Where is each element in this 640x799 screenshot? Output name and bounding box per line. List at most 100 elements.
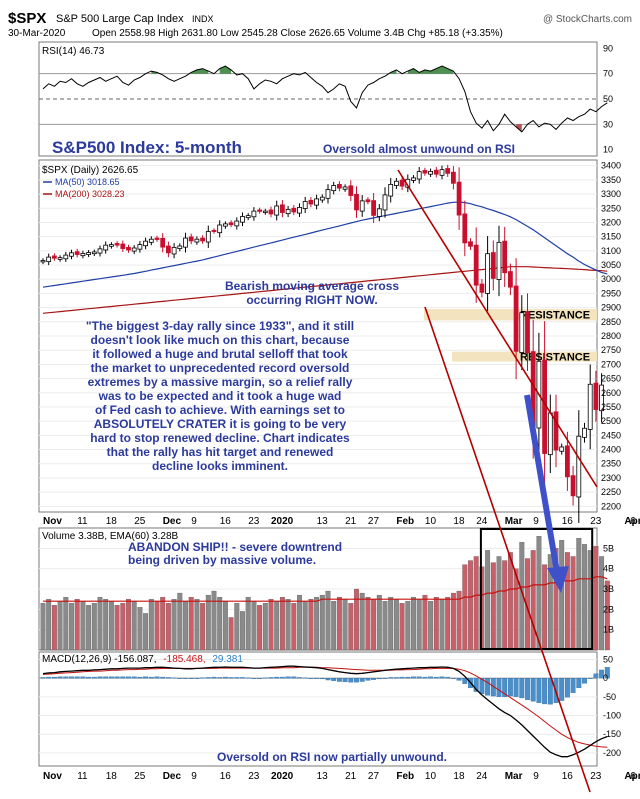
volume-bar xyxy=(468,560,473,651)
price-candle xyxy=(388,184,394,197)
volume-bar xyxy=(108,601,114,651)
volume-bar xyxy=(502,560,508,651)
macd-label-values: MACD(12,26,9) -156.087, xyxy=(42,654,157,665)
volume-bar xyxy=(542,564,548,651)
price-candle xyxy=(342,186,348,190)
macd-histogram-bar xyxy=(228,677,234,679)
macd-histogram-bar xyxy=(433,676,439,679)
price-candle xyxy=(160,237,166,248)
x-tick-top-9: 9 xyxy=(533,516,539,527)
price-candle xyxy=(148,238,154,243)
price-tick-2550: 2550 xyxy=(601,402,621,412)
volume-bar xyxy=(103,599,109,651)
price-candle xyxy=(222,223,228,227)
price-tick-3350: 3350 xyxy=(601,175,621,185)
price-candle xyxy=(547,412,553,456)
price-tick-2850: 2850 xyxy=(601,317,621,327)
macd-tick--150: -150 xyxy=(603,729,621,739)
volume-bar xyxy=(251,601,257,651)
volume-bar xyxy=(279,596,285,651)
volume-bar xyxy=(336,596,342,651)
price-candle xyxy=(69,252,74,257)
macd-histogram-bar xyxy=(165,677,171,679)
x-tick-top-11: 11 xyxy=(77,516,88,527)
macd-histogram-bar xyxy=(530,678,536,702)
macd-label-signal: -185.468, xyxy=(163,654,205,665)
price-candle xyxy=(416,171,422,180)
price-candle xyxy=(519,312,525,353)
price-candle xyxy=(576,435,582,498)
volume-bar xyxy=(325,590,331,651)
price-candle xyxy=(245,215,251,219)
volume-bar xyxy=(297,594,302,651)
commentary-line-5: extremes by a massive margin, so a relie… xyxy=(88,375,353,389)
price-tick-2350: 2350 xyxy=(601,459,621,469)
price-tick-2400: 2400 xyxy=(601,445,621,455)
macd-histogram-bar xyxy=(450,678,456,679)
macd-histogram-bar xyxy=(268,677,274,679)
macd-histogram-bar xyxy=(126,676,131,679)
price-candle xyxy=(593,382,599,410)
volume-label: Volume 3.38B, EMA(60) 3.28B xyxy=(42,531,179,542)
volume-tick-1B: 1B xyxy=(603,625,614,635)
x-tick-bottom-25: 25 xyxy=(134,771,146,782)
x-tick-top-16: 16 xyxy=(220,516,232,527)
macd-histogram-bar xyxy=(376,678,382,680)
volume-bar xyxy=(445,596,451,651)
price-candle xyxy=(285,208,291,215)
price-candle xyxy=(428,170,434,175)
x-tick-bottom-21: 21 xyxy=(345,771,357,782)
price-candle xyxy=(462,213,468,244)
ma200-legend-label: MA(200) 3028.23 xyxy=(55,189,125,199)
macd-histogram-bar xyxy=(205,677,211,679)
macd-tick-0: 0 xyxy=(603,673,608,683)
volume-bar xyxy=(160,596,166,651)
volume-bar xyxy=(57,601,63,651)
volume-bar xyxy=(530,550,536,651)
macd-panel-frame xyxy=(38,651,598,767)
volume-bar xyxy=(120,603,126,651)
volume-bar xyxy=(576,538,582,651)
macd-histogram-bar xyxy=(428,676,434,679)
commentary-line-6: was to be expected and it took a huge wa… xyxy=(98,389,342,403)
rsi-overbought-fill xyxy=(191,68,209,74)
x-tick-bottom-Nov: Nov xyxy=(43,771,62,782)
volume-tick-2B: 2B xyxy=(603,604,614,614)
price-candle xyxy=(525,311,530,354)
volume-ema-line xyxy=(43,576,608,602)
x-tick-bottom-9: 9 xyxy=(191,771,197,782)
price-candle xyxy=(200,237,206,242)
price-candle xyxy=(599,384,604,412)
volume-bar xyxy=(51,605,57,651)
x-tick-bottom-13: 13 xyxy=(317,771,329,782)
volume-note-line1: ABANDON SHIP!! - severe downtrend xyxy=(128,540,342,554)
projection-arrow-shaft xyxy=(524,394,560,573)
volume-bar xyxy=(114,605,120,651)
macd-label-hist: 29.381 xyxy=(212,654,243,665)
price-candle xyxy=(97,248,103,254)
x-tick-top-23: 23 xyxy=(248,516,260,527)
volume-bar xyxy=(183,601,188,651)
volume-bar xyxy=(97,596,103,651)
macd-label: MACD(12,26,9) -156.087, -185.468, 29.381 xyxy=(42,654,243,665)
price-series-label: $SPX (Daily) 2626.65 xyxy=(42,165,139,176)
macd-histogram-bar xyxy=(416,676,422,679)
price-candle xyxy=(120,243,126,249)
price-tick-2700: 2700 xyxy=(601,359,621,369)
price-candle xyxy=(473,244,479,286)
macd-histogram-bar xyxy=(302,677,308,679)
commentary-line-1: "The biggest 3-day rally since 1933", an… xyxy=(86,319,354,333)
volume-bar xyxy=(496,556,502,651)
x-tick-top-Nov: Nov xyxy=(43,516,62,527)
price-candle xyxy=(188,236,194,242)
commentary-line-8: ABSOLUTELY CRATER it is going to be very xyxy=(94,417,347,431)
macd-histogram-bar xyxy=(325,678,331,681)
price-tick-3100: 3100 xyxy=(601,246,621,256)
macd-histogram-bar xyxy=(97,676,103,679)
macd-histogram-bar xyxy=(399,676,405,679)
volume-bar xyxy=(222,601,228,651)
macd-histogram-bar xyxy=(587,678,593,679)
macd-histogram-bar xyxy=(365,678,371,681)
commentary-line-2: doesn't look like much on this chart, be… xyxy=(91,333,350,347)
